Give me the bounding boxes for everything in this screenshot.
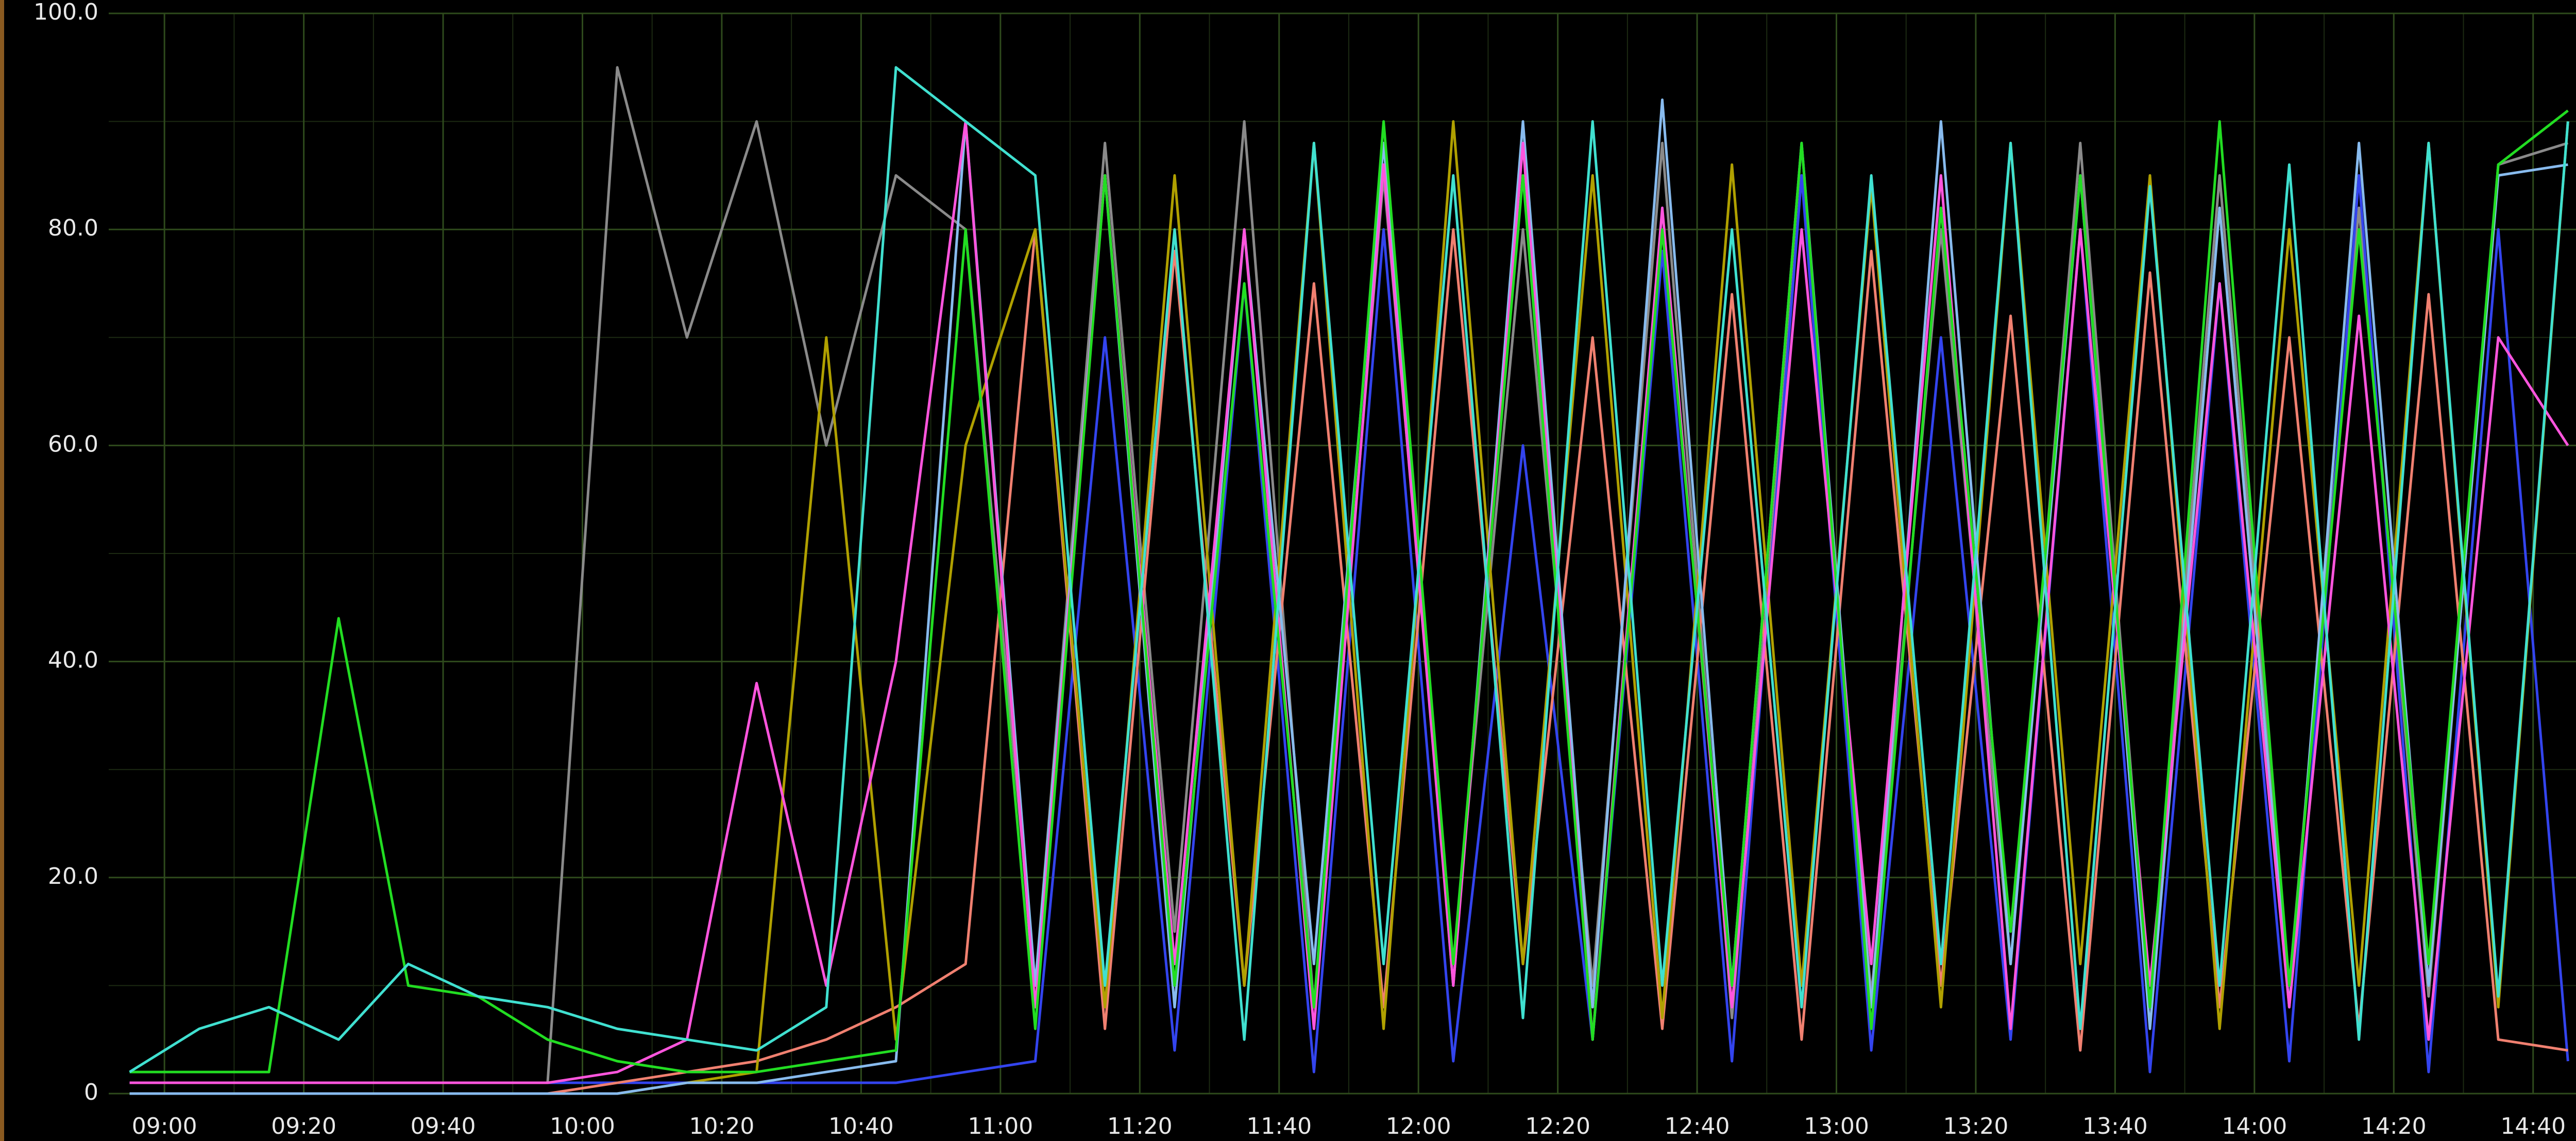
x-tick-label: 14:40 <box>2500 1113 2566 1139</box>
x-tick-label: 12:20 <box>1525 1113 1590 1139</box>
x-tick-label: 09:40 <box>411 1113 476 1139</box>
y-tick-label: 20.0 <box>48 863 98 890</box>
x-tick-label: 13:40 <box>2082 1113 2148 1139</box>
x-tick-label: 09:20 <box>271 1113 336 1139</box>
y-tick-label: 0 <box>84 1079 98 1105</box>
x-tick-label: 10:40 <box>828 1113 894 1139</box>
x-tick-label: 10:20 <box>689 1113 755 1139</box>
x-tick-label: 11:20 <box>1107 1113 1173 1139</box>
x-tick-label: 12:00 <box>1386 1113 1451 1139</box>
x-tick-label: 14:20 <box>2361 1113 2427 1139</box>
y-tick-label: 40.0 <box>48 647 98 674</box>
y-tick-label: 60.0 <box>48 431 98 457</box>
y-tick-label: 80.0 <box>48 215 98 241</box>
x-tick-label: 11:00 <box>968 1113 1033 1139</box>
x-tick-label: 11:40 <box>1246 1113 1312 1139</box>
left-border <box>0 0 4 1141</box>
x-tick-label: 10:00 <box>550 1113 615 1139</box>
x-tick-label: 14:00 <box>2222 1113 2287 1139</box>
x-tick-label: 13:00 <box>1804 1113 1869 1139</box>
y-tick-label: 100.0 <box>33 0 98 25</box>
series-line <box>129 66 2569 1073</box>
x-tick-label: 13:20 <box>1943 1113 2009 1139</box>
x-tick-label: 09:00 <box>132 1113 197 1139</box>
x-tick-label: 12:40 <box>1665 1113 1730 1139</box>
